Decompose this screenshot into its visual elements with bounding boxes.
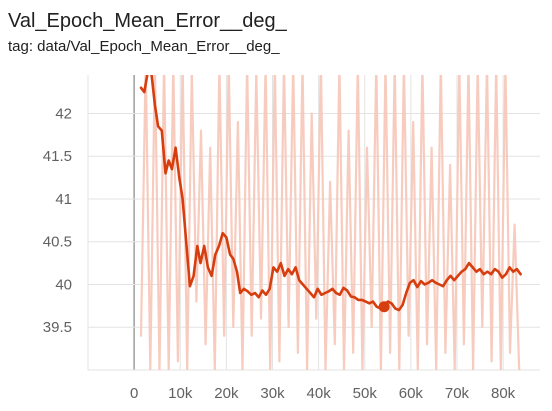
- x-tick-label: 30k: [260, 385, 285, 402]
- chart-tag: tag: data/Val_Epoch_Mean_Error__deg_: [8, 38, 280, 55]
- x-tick-label: 60k: [399, 385, 424, 402]
- y-tick-label: 41.5: [43, 148, 72, 165]
- raw-series: [139, 75, 521, 370]
- hover-point: [378, 301, 390, 313]
- chart-title: Val_Epoch_Mean_Error__deg_: [8, 10, 287, 32]
- y-axis-ticks: 39.5 40 40.5 41 41.5 42: [43, 105, 72, 336]
- hover-marker: [378, 301, 390, 313]
- smoothed-series-line: [139, 75, 522, 312]
- y-tick-label: 39.5: [43, 319, 72, 336]
- y-tick-label: 40.5: [43, 234, 72, 251]
- x-tick-label: 10k: [168, 385, 193, 402]
- y-tick-label: 40: [55, 276, 72, 293]
- raw-series-line: [139, 75, 521, 370]
- x-tick-label: 0: [130, 385, 138, 402]
- x-axis-ticks: 0 10k 20k 30k 40k 50k 60k 70k 80k: [130, 385, 516, 402]
- smoothed-series: [139, 75, 522, 312]
- x-tick-label: 20k: [214, 385, 239, 402]
- x-tick-label: 80k: [491, 385, 516, 402]
- x-tick-label: 40k: [307, 385, 332, 402]
- x-tick-label: 50k: [353, 385, 378, 402]
- x-tick-label: 70k: [445, 385, 470, 402]
- y-tick-label: 41: [55, 191, 72, 208]
- y-tick-label: 42: [55, 105, 72, 122]
